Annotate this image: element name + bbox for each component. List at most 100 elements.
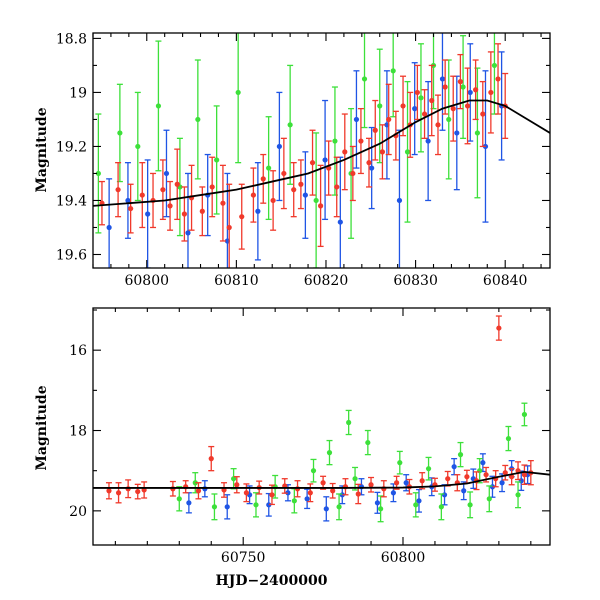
- top-blue-data-point: [163, 170, 170, 177]
- top-red-data-point: [488, 89, 494, 96]
- top-green-data-point: [418, 95, 424, 101]
- bottom-red-data-point: [208, 456, 214, 462]
- bottom-green-data-point: [253, 502, 259, 508]
- top-red-data-point: [400, 103, 406, 109]
- top-x-tick-label: 60830: [393, 273, 438, 289]
- top-red-data-point: [450, 106, 456, 112]
- bottom-green-data-point: [365, 439, 371, 446]
- bottom-green-data-point: [397, 460, 403, 466]
- bottom-red-data-point: [135, 488, 141, 495]
- bottom-red-data-point: [243, 490, 249, 496]
- top-green-data-point: [474, 130, 481, 136]
- top-red-data-point: [350, 170, 356, 177]
- bottom-red-data-point: [419, 478, 425, 484]
- top-x-tick-label: 60840: [483, 273, 528, 289]
- top-red-data-point: [358, 138, 364, 144]
- bottom-green-data-point: [515, 492, 521, 498]
- bottom-series-green: [176, 402, 528, 523]
- top-red-data-point: [260, 176, 266, 182]
- top-blue-data-point: [145, 211, 151, 217]
- bottom-green-data-point: [176, 496, 182, 502]
- top-blue-data-point: [185, 230, 191, 236]
- top-green-data-point: [491, 62, 498, 69]
- top-y-tick-label: 18.8: [56, 31, 87, 47]
- bottom-blue-data-point: [374, 500, 381, 506]
- top-data-layer: [93, 33, 550, 268]
- top-red-data-point: [199, 208, 205, 214]
- top-red-data-point: [318, 203, 324, 209]
- bottom-green-data-point: [467, 502, 473, 508]
- top-red-data-point: [281, 170, 287, 177]
- bottom-green-data-point: [438, 504, 444, 510]
- bottom-red-data-point: [355, 491, 361, 497]
- top-x-tick-label: 60820: [304, 273, 349, 289]
- bottom-green-data-point: [211, 504, 218, 510]
- top-red-data-point: [342, 149, 348, 155]
- top-green-data-point: [390, 68, 396, 74]
- top-x-tick-label: 60810: [214, 273, 259, 289]
- top-blue-data-point: [337, 219, 343, 225]
- bottom-blue-data-point: [186, 500, 192, 506]
- top-red-data-point: [160, 187, 166, 193]
- bottom-blue-data-point: [304, 496, 310, 502]
- top-red-data-point: [464, 103, 471, 109]
- top-blue-data-point: [439, 76, 446, 82]
- bottom-blue-data-point: [390, 490, 397, 496]
- top-red-data-point: [239, 214, 245, 220]
- bottom-blue-data-point: [480, 460, 486, 466]
- bottom-light-curve-panel: 60750 60800 16 18 20 Magnitude HJD−2400000: [34, 307, 551, 589]
- top-red-data-point: [429, 97, 435, 104]
- bottom-green-data-point: [425, 466, 432, 472]
- top-blue-data-point: [125, 197, 131, 204]
- top-green-data-point: [195, 116, 201, 123]
- top-red-data-point: [442, 84, 448, 90]
- top-green-data-point: [287, 122, 293, 128]
- bottom-ticks: [93, 308, 550, 545]
- top-green-data-point: [332, 138, 338, 144]
- top-x-tick-label: 60800: [124, 273, 169, 289]
- bottom-red-data-point: [445, 476, 451, 482]
- top-blue-data-point: [369, 165, 375, 171]
- bottom-red-data-point: [521, 472, 528, 478]
- bottom-green-data-point: [457, 452, 464, 458]
- bottom-green-data-point: [352, 476, 358, 482]
- bottom-data-layer: [93, 315, 550, 523]
- bottom-green-data-point: [521, 411, 528, 418]
- bottom-blue-data-point: [441, 492, 448, 498]
- bottom-green-data-point: [413, 502, 419, 508]
- bottom-blue-data-point: [266, 502, 272, 508]
- bottom-x-tick-label: 60800: [381, 550, 426, 566]
- bottom-red-data-point: [115, 490, 122, 496]
- top-red-data-point: [209, 184, 215, 190]
- bottom-red-data-point: [195, 488, 202, 494]
- top-red-data-point: [366, 160, 372, 166]
- top-green-data-point: [117, 130, 123, 136]
- bottom-model-curve: [93, 470, 550, 489]
- top-blue-data-point: [276, 143, 282, 150]
- bottom-red-data-point: [269, 492, 275, 498]
- top-green-data-point: [361, 76, 368, 82]
- bottom-green-data-point: [505, 435, 512, 442]
- bottom-red-data-point: [464, 474, 470, 480]
- top-y-tick-label: 19.6: [56, 247, 87, 263]
- top-red-data-point: [414, 89, 420, 96]
- bottom-series-red: [105, 315, 534, 506]
- top-green-data-point: [135, 143, 141, 150]
- bottom-red-data-point: [502, 470, 508, 476]
- top-blue-data-point: [302, 192, 308, 198]
- top-red-data-point: [174, 181, 180, 187]
- bottom-blue-data-point: [451, 464, 457, 470]
- top-green-data-point: [404, 149, 411, 155]
- top-red-data-point: [181, 211, 187, 217]
- top-blue-data-point: [322, 157, 328, 163]
- bottom-green-data-point: [378, 506, 384, 512]
- bottom-green-data-point: [486, 496, 492, 502]
- top-red-data-point: [379, 149, 386, 155]
- bottom-red-data-point: [330, 488, 336, 494]
- bottom-blue-data-point: [461, 488, 467, 494]
- top-red-data-point: [115, 187, 121, 193]
- bottom-red-data-point: [320, 480, 326, 486]
- top-red-data-point: [270, 197, 276, 204]
- bottom-green-data-point: [231, 476, 237, 482]
- bottom-blue-data-point: [285, 490, 291, 496]
